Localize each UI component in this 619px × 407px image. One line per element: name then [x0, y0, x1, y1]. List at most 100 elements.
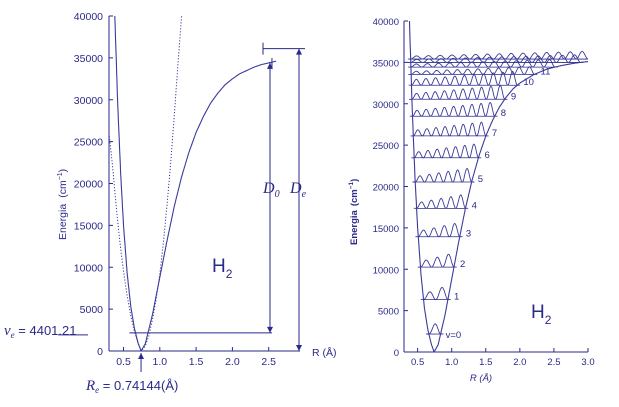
right-y-axis-title: Energia (cm−1): [348, 179, 360, 245]
re-value: = 0.74144: [99, 378, 161, 393]
right-x-ticks: 0.5 1.0 1.5 2.0 2.5 3.0: [411, 348, 595, 368]
wavefunction-curve: [410, 121, 489, 137]
left-ylabel-close: ): [57, 169, 69, 173]
right-y-tick-label: 5000: [378, 307, 399, 318]
wavefunction-curve: [409, 101, 498, 117]
nu-symbol: ν: [4, 323, 11, 339]
left-y-tick-label: 15000: [74, 220, 103, 232]
right-y-tick-label: 30000: [373, 100, 399, 111]
right-y-tick-label: 35000: [373, 58, 399, 69]
left-y-tick-label: 25000: [74, 137, 103, 149]
re-label: Re = 0.74144(Å): [85, 378, 178, 395]
wavefunction-curve: [413, 194, 469, 209]
right-curves: [408, 20, 589, 353]
left-molecule-sub: 2: [226, 267, 233, 281]
left-y-tick-label: 0: [97, 346, 103, 358]
left-x-tick-label: 0.5: [116, 356, 131, 368]
vibrational-level-label: 2: [460, 259, 465, 270]
right-y-ticks: 0 5000 10000 15000 20000 25000 30000 35000 40000: [373, 17, 408, 359]
wavefunction-curve: [420, 287, 451, 301]
vibrational-level-label: 4: [472, 200, 477, 211]
right-x-tick-label: 1.0: [445, 357, 458, 368]
left-x-tick-label: 2.0: [225, 356, 240, 368]
right-x-tick-label: 0.5: [411, 357, 424, 368]
vibrational-level-label: 3: [466, 229, 471, 240]
right-x-tick-label: 1.5: [479, 357, 492, 368]
nu-value: = 4401.21: [15, 323, 77, 338]
left-x-tick-label: 2.5: [261, 356, 276, 368]
harmonic-potential-curve: [108, 15, 183, 352]
wavefunction-curve: [408, 70, 521, 86]
right-potential-curve: [408, 20, 589, 353]
right-molecule-main: H: [531, 302, 545, 323]
left-ylabel-exp: −1: [57, 172, 64, 180]
right-molecule-label: H2: [531, 302, 552, 327]
de-label: De: [289, 180, 307, 200]
right-x-tick-label: 2.5: [547, 357, 560, 368]
left-x-tick-label: 1.5: [189, 356, 204, 368]
d0-arrow-head-top: [267, 62, 273, 69]
left-y-ticks: 0 5000 10000 15000 20000 25000 30000 35000 40000: [74, 11, 113, 358]
left-x-tick-label: 1.0: [153, 356, 168, 368]
right-y-tick-label: 10000: [373, 265, 399, 276]
de-symbol: D: [289, 180, 302, 197]
vibrational-level-label: 11: [541, 66, 551, 77]
vibrational-level-label: 1: [454, 292, 459, 303]
morse-potential-curve: [114, 15, 277, 352]
right-wavefunctions: [407, 51, 589, 335]
vibrational-level-label: 9: [511, 91, 516, 102]
wavefunction-curve: [412, 167, 475, 183]
left-ylabel-word: Energia: [57, 204, 69, 240]
right-y-tick-label: 25000: [373, 141, 399, 152]
left-molecule-main: H: [212, 256, 226, 277]
d0-label: D0: [262, 180, 280, 200]
right-y-tick-label: 40000: [373, 17, 399, 28]
d0-sub: 0: [275, 189, 280, 200]
d0-symbol: D: [262, 180, 275, 197]
left-y-tick-label: 10000: [74, 262, 103, 274]
wavefunction-curve: [408, 58, 558, 68]
wavefunction-curve: [415, 223, 463, 238]
right-ylabel-unit: (cm: [349, 189, 360, 206]
right-chart: 0 5000 10000 15000 20000 25000 30000 35000 40000…: [348, 17, 595, 384]
de-arrow-head-bottom: [296, 345, 302, 351]
vibrational-level-label: 5: [478, 174, 483, 185]
left-annotations: [58, 42, 305, 372]
right-y-tick-label: 20000: [373, 183, 399, 194]
right-ylabel-word: Energia: [349, 209, 360, 245]
re-sub: e: [95, 385, 99, 395]
right-x-tick-label: 3.0: [581, 357, 594, 368]
vibrational-level-label: 6: [485, 150, 490, 161]
right-ylabel-exp: −1: [348, 181, 355, 189]
wavefunction-curve: [417, 253, 457, 268]
re-symbol: R: [85, 378, 95, 394]
left-y-tick-label: 5000: [80, 304, 104, 316]
vibrational-level-label: 10: [523, 77, 534, 88]
left-chart: 0 5000 10000 15000 20000 25000 30000 35000 40000…: [4, 11, 337, 395]
right-y-tick-label: 15000: [373, 224, 399, 235]
left-ylabel-unit: (cm: [57, 180, 69, 198]
re-unit: (Å): [161, 378, 178, 393]
vibrational-level-label: v=0: [446, 330, 462, 341]
wavefunction-curve: [407, 51, 589, 60]
left-y-tick-label: 35000: [74, 53, 103, 65]
left-molecule-label: H2: [212, 256, 233, 281]
wavefunction-curve: [409, 84, 508, 100]
wavefunction-curve: [407, 54, 584, 63]
right-molecule-sub: 2: [545, 313, 552, 327]
right-x-axis-title: R (Å): [470, 373, 492, 384]
left-x-ticks: 0.5 1.0 1.5 2.0 2.5: [116, 347, 276, 368]
vibrational-level-label: 7: [492, 128, 497, 139]
left-x-axis-title: R (Å): [312, 346, 337, 359]
vibrational-level-label: 8: [501, 108, 506, 119]
d0-arrow-head-bottom: [267, 326, 273, 333]
wavefunction-curve: [411, 143, 482, 159]
left-y-axis-title: Energia (cm−1): [57, 169, 69, 240]
right-ylabel-close: ): [349, 179, 360, 182]
de-arrow-head-top: [296, 48, 302, 55]
wavefunction-curve: [408, 66, 538, 75]
re-arrow-head: [138, 353, 145, 359]
left-curves: [108, 15, 277, 352]
